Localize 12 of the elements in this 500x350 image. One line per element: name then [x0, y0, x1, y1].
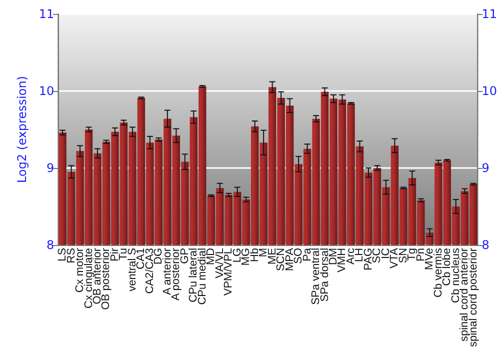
y2-tick-label: 10 — [482, 84, 498, 98]
y-tick-label: 11 — [38, 7, 54, 21]
x-tick-label: Tg — [406, 248, 418, 261]
x-tick-label: spinal cord posterior — [467, 248, 480, 348]
y-tick-label: 10 — [38, 84, 54, 98]
y-tick-label: 8 — [46, 238, 54, 252]
y2-tick-label: 9 — [482, 160, 490, 175]
x-tick-label: A posterior — [170, 248, 182, 301]
y2-tick-label: 8 — [482, 238, 490, 252]
y-tick-label: 9 — [46, 160, 54, 175]
y2-tick-label: 11 — [482, 7, 498, 21]
y-axis-title: Log2 (expression) — [15, 76, 29, 183]
